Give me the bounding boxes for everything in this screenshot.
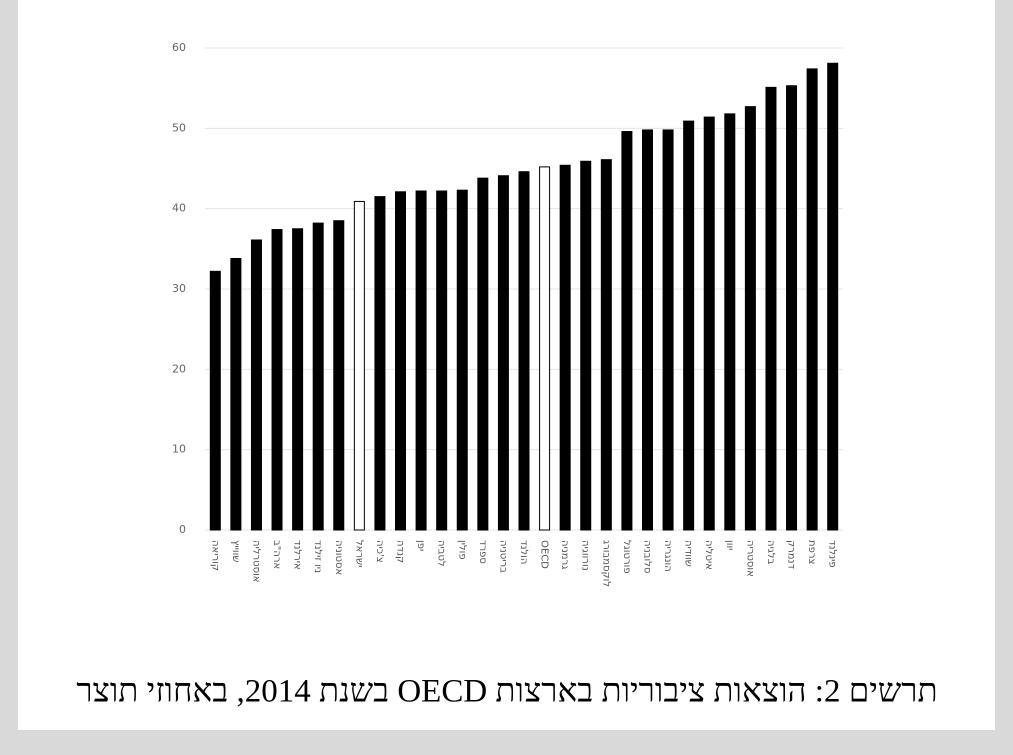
bar [353,200,365,531]
y-tick-label: 60 [172,41,186,54]
x-tick-label: בלגיה [765,540,776,565]
x-tick-label: אירלנד [292,540,303,570]
x-tick-label: פינלנד [827,540,838,568]
bar [518,171,530,531]
x-tick-label: ספרד [477,540,488,564]
x-tick-label: שוודיה [683,540,694,567]
bar [250,239,262,531]
bar [374,196,386,531]
x-tick-label: OECD [539,540,550,569]
bar [539,166,551,531]
bar [271,229,283,531]
bar [806,68,818,531]
x-tick-label: לוקסמבורג [600,540,611,587]
bar [827,62,839,531]
x-tick-label: שווייץ [230,540,241,562]
x-tick-label: פולין [456,540,467,560]
x-tick-label: יפן [415,540,426,551]
x-tick-label: צ'כיה [374,540,385,563]
y-tick-label: 50 [172,121,186,134]
x-tick-label: ניו זילנד [312,540,323,573]
x-tick-label: בריטניה [497,540,508,573]
bar [765,86,777,531]
bar [559,164,571,531]
y-tick-label: 30 [172,282,186,295]
bar [415,190,427,531]
x-tick-label: אוסטרליה [250,540,261,582]
bar [436,190,448,531]
y-tick-label: 40 [172,202,186,215]
chart-caption: תרשים 2: הוצאות ציבוריות בארצות OECD בשנ… [76,674,937,710]
bar [786,85,798,531]
x-tick-label: דנמרק [786,540,797,570]
bar [580,160,592,531]
bar [456,189,468,531]
x-tick-label: הולנד [518,540,529,564]
x-tick-label: ישראל [353,540,364,567]
y-tick-label: 20 [172,362,186,375]
bar [621,131,633,531]
bar [497,175,509,531]
x-tick-label: פורטוגל [621,540,632,574]
x-tick-label: גרמניה [559,540,570,569]
x-tick-label: הונגריה [662,540,673,572]
bar [292,228,304,531]
x-tick-label: יוון [724,540,735,550]
bar [312,222,324,531]
x-tick-label: סלובניה [641,540,652,573]
x-tick-label: צרפת [806,540,817,564]
bar [641,129,653,531]
x-tick-label: איטליה [703,540,714,570]
x-tick-label: ארה"ב [271,540,282,569]
x-tick-label: קנדה [395,540,406,563]
bar [395,191,407,531]
x-tick-label: נורווגיה [580,540,591,571]
bar [230,257,242,531]
bar [662,129,674,531]
bar [703,116,715,531]
bar [209,270,221,531]
bar [683,120,695,531]
x-tick-label: קוריאה [209,540,220,571]
y-tick-label: 0 [179,523,186,536]
x-tick-label: לטביה [436,540,447,567]
x-tick-label: אוסטריה [744,540,755,577]
bar [477,177,489,531]
bar [744,106,756,531]
bar [724,113,736,531]
x-tick-label: אסטוניה [333,540,344,575]
bar [600,159,612,531]
bar [333,220,345,531]
y-tick-label: 10 [172,443,186,456]
